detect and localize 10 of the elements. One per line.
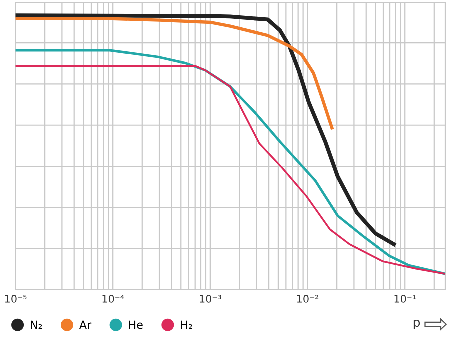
legend-label: N₂ (31, 320, 42, 330)
x-tick-label: 10⁻⁴ (102, 295, 124, 303)
legend-label: He (129, 320, 143, 330)
x-tick-label: 10⁻⁵ (5, 295, 27, 303)
x-axis-title: p (414, 320, 420, 330)
x-tick-label: 10⁻² (297, 295, 319, 303)
legend-label: Ar (80, 320, 92, 330)
x-tick-label: 10⁻³ (200, 295, 222, 303)
x-tick-label: 10⁻¹ (394, 295, 416, 303)
legend-label: H₂ (181, 320, 192, 330)
